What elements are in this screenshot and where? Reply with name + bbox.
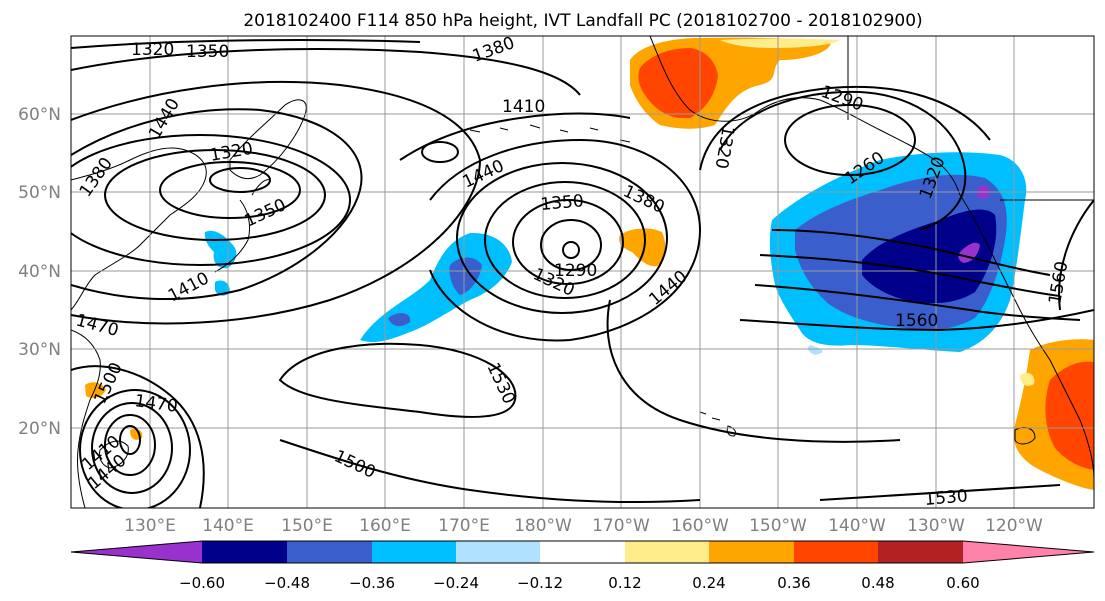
lon-label: 160°E <box>359 516 411 536</box>
lon-label: 120°W <box>985 516 1043 536</box>
ivt-positive-alaska-inner <box>638 48 718 119</box>
ivt-negative-ne-pacific-core <box>958 242 980 263</box>
colorbar <box>70 540 1095 564</box>
ivt-positive-mexico-inner <box>1045 361 1094 470</box>
ivt-negative-japan-2 <box>215 280 230 296</box>
colorbar-tick-label: 0.12 <box>608 574 641 592</box>
height-contours <box>71 39 1094 508</box>
colorbar-segment <box>456 541 540 563</box>
ivt-negative-ne-pacific-inner <box>862 209 997 304</box>
lat-label: 60°N <box>18 105 61 125</box>
colorbar-tick-label: 0.48 <box>861 574 894 592</box>
colorbar-segment <box>540 541 625 563</box>
lat-label: 20°N <box>18 419 61 439</box>
contour-label: 1320 <box>131 40 174 60</box>
contour-label: 1530 <box>924 486 969 510</box>
ivt-negative-central-inner <box>449 257 482 295</box>
colorbar-segment <box>287 541 372 563</box>
lon-labels: 130°E 140°E 150°E 160°E 170°E 180°W 170°… <box>124 516 1043 536</box>
contour-label: 1290 <box>554 261 597 281</box>
colorbar-segment <box>625 541 709 563</box>
ivt-positive-alaska-light <box>720 38 840 48</box>
ivt-negative-central-spot <box>388 313 411 327</box>
lon-label: 170°E <box>438 516 490 536</box>
lon-label: 150°W <box>749 516 807 536</box>
ivt-negative-fringe <box>807 345 823 355</box>
colorbar-tick-label: 0.24 <box>692 574 725 592</box>
ivt-positive-sw <box>85 382 106 398</box>
lon-label: 130°E <box>124 516 176 536</box>
ivt-shading <box>85 37 1094 490</box>
lon-label: 180°W <box>514 516 572 536</box>
contour-label: 1350 <box>186 42 229 62</box>
lon-label: 170°W <box>592 516 650 536</box>
contour-label: 1410 <box>502 97 545 117</box>
lon-label: 140°W <box>828 516 886 536</box>
lon-label: 140°E <box>202 516 254 536</box>
colorbar-segment <box>794 541 878 563</box>
contour-label: 1350 <box>540 191 585 215</box>
colorbar-segment <box>963 541 1094 563</box>
colorbar-segment <box>878 541 963 563</box>
colorbar-segment <box>372 541 456 563</box>
grid-lines <box>71 36 1094 508</box>
lon-label: 150°E <box>281 516 333 536</box>
lat-label: 30°N <box>18 340 61 360</box>
colorbar-segment <box>709 541 794 563</box>
colorbar-outline <box>70 540 1095 564</box>
lon-label: 160°W <box>671 516 729 536</box>
colorbar-tick-label: 0.36 <box>777 574 810 592</box>
colorbar-segment <box>202 541 287 563</box>
lat-label: 40°N <box>18 262 61 282</box>
colorbar-ticks: −0.60 −0.48 −0.36 −0.24 −0.12 0.12 0.24 … <box>179 574 980 592</box>
colorbar-tick-label: −0.12 <box>517 574 563 592</box>
colorbar-segment <box>71 541 202 563</box>
lat-label: 50°N <box>18 183 61 203</box>
colorbar-tick-label: 0.60 <box>946 574 979 592</box>
colorbar-tick-label: −0.60 <box>179 574 225 592</box>
map-title: 2018102400 F114 850 hPa height, IVT Land… <box>243 11 922 31</box>
contour-label: 1560 <box>895 311 938 331</box>
colorbar-tick-label: −0.24 <box>433 574 479 592</box>
map-frame <box>70 35 1095 509</box>
lon-label: 130°W <box>907 516 965 536</box>
colorbar-tick-label: −0.48 <box>264 574 310 592</box>
lat-labels: 60°N 50°N 40°N 30°N 20°N <box>18 105 61 439</box>
ivt-positive-mexico-yellow <box>1020 372 1035 386</box>
colorbar-tick-label: −0.36 <box>349 574 395 592</box>
ivt-positive-central <box>619 228 666 267</box>
